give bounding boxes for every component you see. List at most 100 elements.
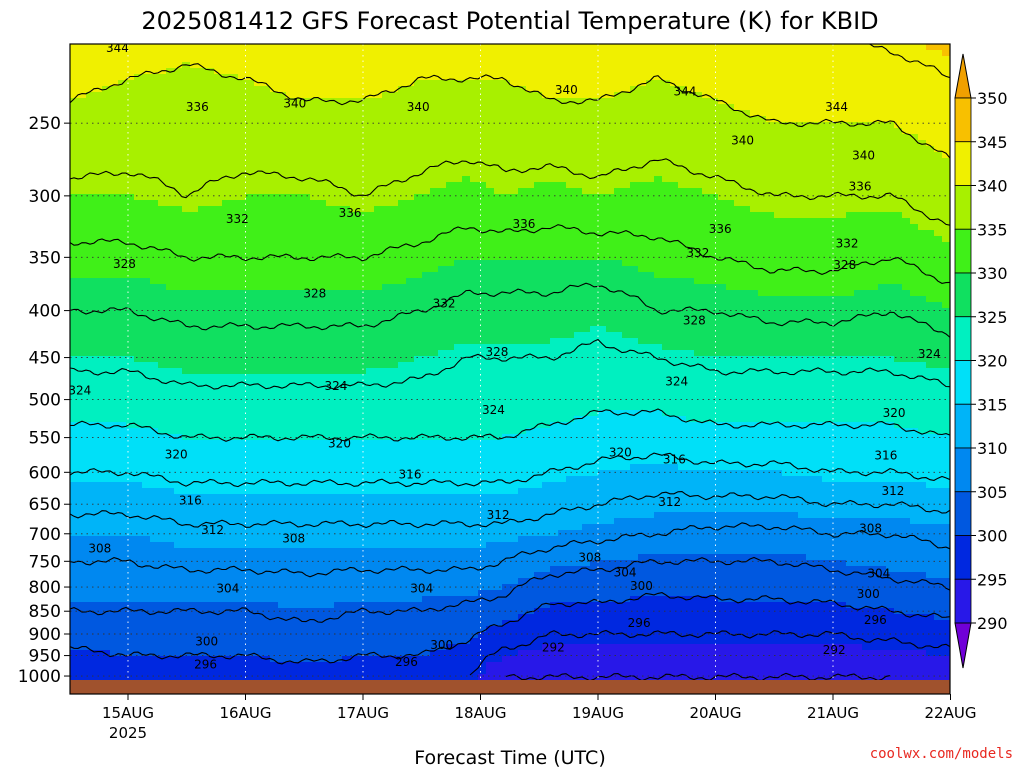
heatmap-cell	[422, 158, 431, 165]
heatmap-cell	[70, 356, 79, 363]
heatmap-cell	[246, 266, 255, 273]
heatmap-cell	[166, 524, 175, 531]
heatmap-cell	[390, 374, 399, 381]
heatmap-cell	[238, 338, 247, 345]
heatmap-cell	[238, 668, 247, 675]
heatmap-cell	[342, 56, 351, 63]
heatmap-cell	[78, 164, 87, 171]
heatmap-cell	[358, 242, 367, 249]
heatmap-cell	[206, 626, 215, 633]
heatmap-cell	[350, 422, 359, 429]
heatmap-cell	[158, 200, 167, 207]
heatmap-cell	[198, 152, 207, 159]
heatmap-cell	[438, 266, 447, 273]
heatmap-cell	[134, 656, 143, 663]
heatmap-cell	[334, 344, 343, 351]
heatmap-cell	[398, 644, 407, 651]
heatmap-cell	[238, 416, 247, 423]
heatmap-cell	[382, 446, 391, 453]
heatmap-cell	[94, 566, 103, 573]
heatmap-cell	[422, 266, 431, 273]
heatmap-cell	[198, 236, 207, 243]
heatmap-cell	[134, 296, 143, 303]
heatmap-cell	[174, 500, 183, 507]
heatmap-cell	[286, 386, 295, 393]
heatmap-cell	[278, 590, 287, 597]
heatmap-cell	[70, 188, 79, 195]
heatmap-cell	[254, 590, 263, 597]
heatmap-cell	[366, 314, 375, 321]
heatmap-cell	[150, 434, 159, 441]
heatmap-cell	[438, 422, 447, 429]
heatmap-cell	[326, 170, 335, 177]
heatmap-cell	[310, 56, 319, 63]
heatmap-cell	[422, 554, 431, 561]
heatmap-cell	[342, 416, 351, 423]
heatmap-cell	[110, 164, 119, 171]
heatmap-cell	[70, 488, 79, 495]
heatmap-cell	[110, 452, 119, 459]
heatmap-cell	[78, 272, 87, 279]
heatmap-cell	[358, 260, 367, 267]
heatmap-cell	[222, 278, 231, 285]
heatmap-cell	[270, 296, 279, 303]
heatmap-cell	[190, 470, 199, 477]
heatmap-cell	[382, 470, 391, 477]
heatmap-cell	[430, 464, 439, 471]
heatmap-cell	[334, 116, 343, 123]
heatmap-cell	[126, 470, 135, 477]
heatmap-cell	[246, 56, 255, 63]
heatmap-cell	[310, 278, 319, 285]
heatmap-cell	[174, 608, 183, 615]
heatmap-cell	[358, 362, 367, 369]
heatmap-cell	[398, 44, 407, 51]
heatmap-cell	[246, 188, 255, 195]
heatmap-cell	[118, 284, 127, 291]
heatmap-cell	[182, 620, 191, 627]
heatmap-cell	[278, 452, 287, 459]
heatmap-cell	[262, 386, 271, 393]
heatmap-cell	[126, 266, 135, 273]
heatmap-cell	[286, 152, 295, 159]
heatmap-cell	[326, 542, 335, 549]
heatmap-cell	[174, 248, 183, 255]
heatmap-cell	[414, 578, 423, 585]
heatmap-cell	[134, 68, 143, 75]
heatmap-cell	[206, 386, 215, 393]
heatmap-cell	[94, 674, 103, 681]
heatmap-cell	[302, 134, 311, 141]
heatmap-cell	[262, 470, 271, 477]
heatmap-cell	[390, 260, 399, 267]
heatmap-cell	[286, 158, 295, 165]
heatmap-cell	[350, 668, 359, 675]
heatmap-cell	[206, 254, 215, 261]
heatmap-cell	[206, 668, 215, 675]
heatmap-cell	[326, 560, 335, 567]
heatmap-cell	[430, 578, 439, 585]
heatmap-cell	[102, 260, 111, 267]
heatmap-cell	[326, 374, 335, 381]
heatmap-cell	[134, 212, 143, 219]
heatmap-cell	[190, 530, 199, 537]
heatmap-cell	[438, 284, 447, 291]
heatmap-cell	[358, 392, 367, 399]
heatmap-cell	[286, 554, 295, 561]
heatmap-cell	[102, 374, 111, 381]
heatmap-cell	[270, 398, 279, 405]
heatmap-cell	[430, 650, 439, 657]
heatmap-cell	[158, 374, 167, 381]
heatmap-cell	[166, 656, 175, 663]
heatmap-cell	[294, 548, 303, 555]
heatmap-cell	[174, 374, 183, 381]
heatmap-cell	[438, 338, 447, 345]
heatmap-cell	[302, 170, 311, 177]
heatmap-cell	[350, 314, 359, 321]
heatmap-cell	[230, 572, 239, 579]
heatmap-cell	[126, 356, 135, 363]
heatmap-cell	[438, 416, 447, 423]
heatmap-cell	[86, 188, 95, 195]
heatmap-cell	[142, 350, 151, 357]
heatmap-cell	[134, 650, 143, 657]
heatmap-cell	[358, 368, 367, 375]
heatmap-cell	[262, 134, 271, 141]
